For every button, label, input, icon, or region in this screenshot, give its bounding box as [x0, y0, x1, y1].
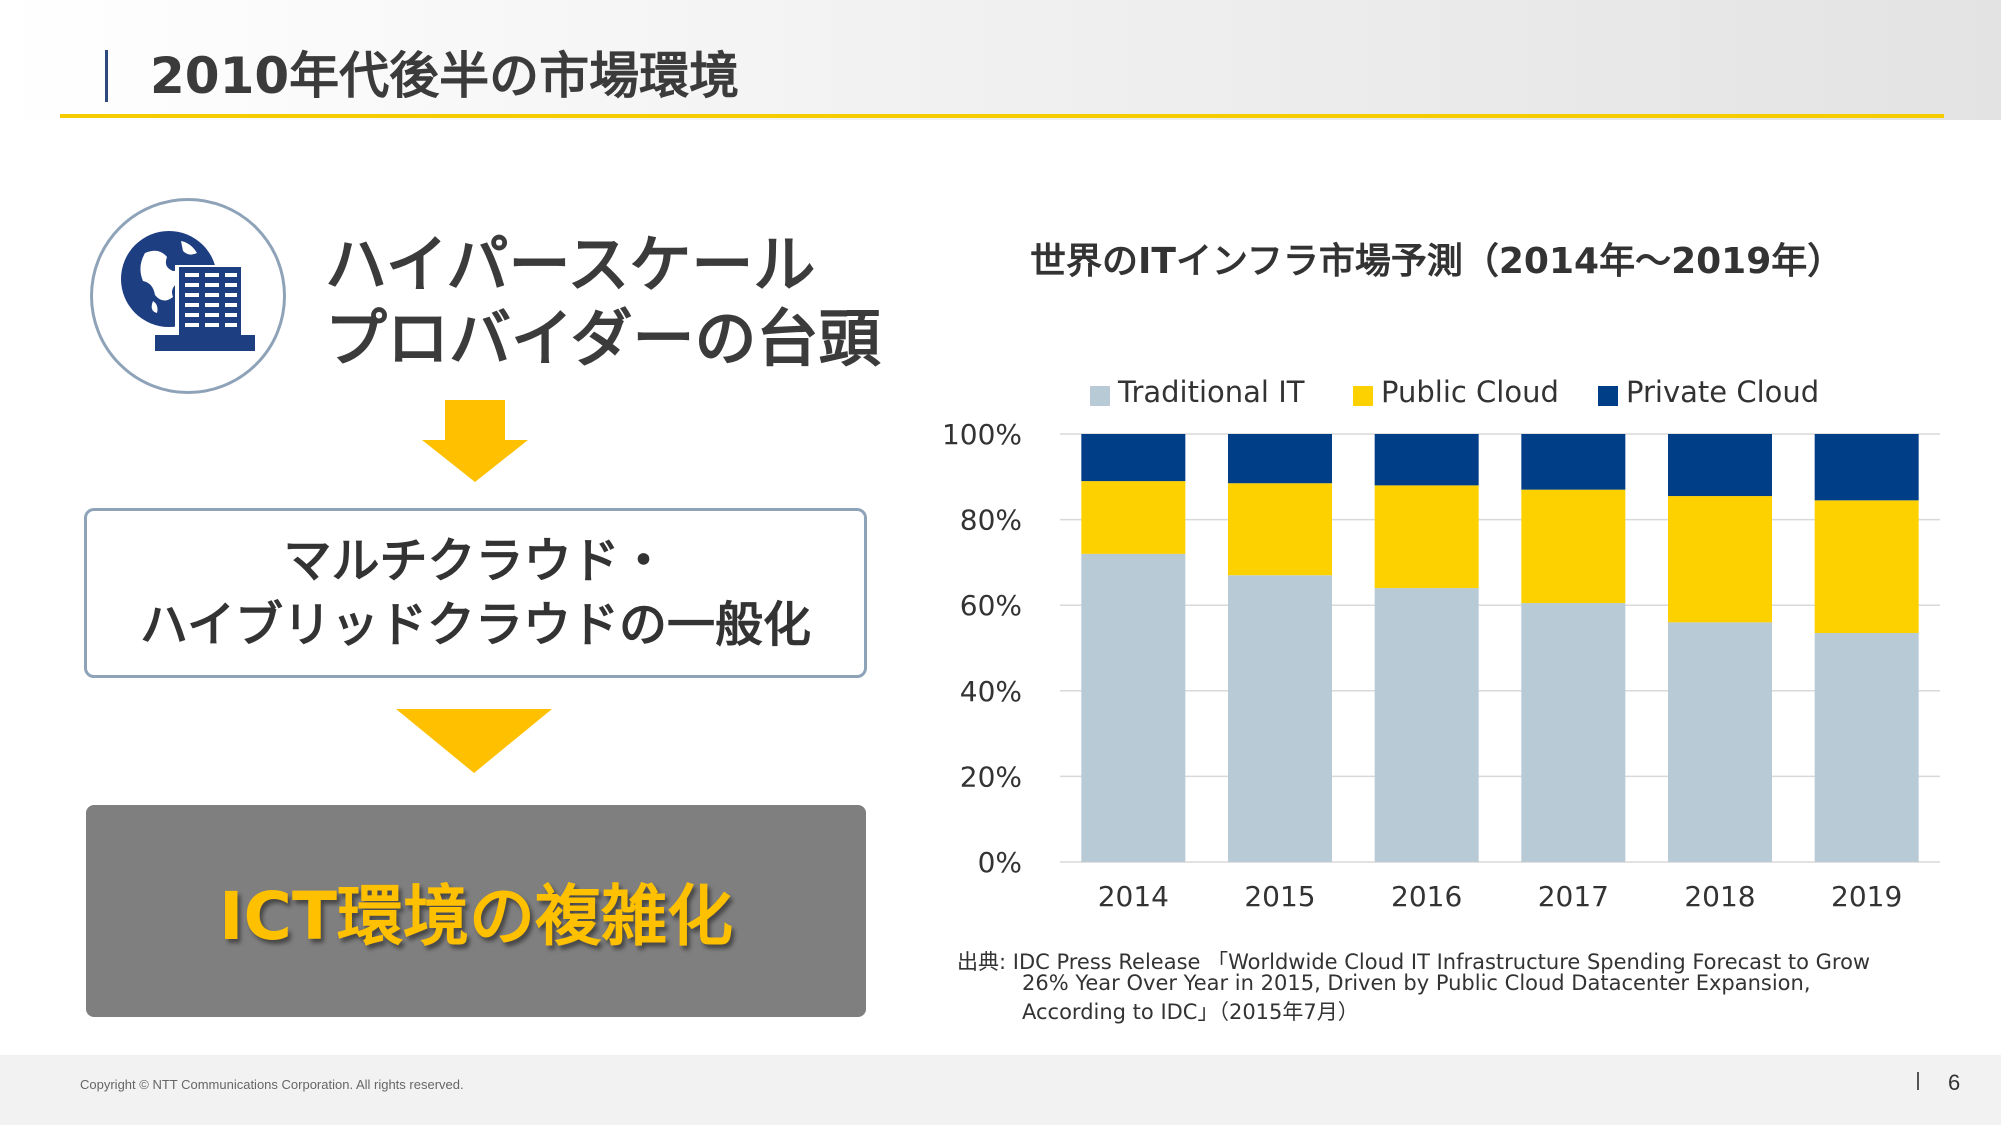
- source-line-2: 26% Year Over Year in 2015, Driven by Pu…: [1022, 971, 1811, 995]
- footer-band: [0, 1055, 2001, 1125]
- source-line-3: According to IDC」（2015年7月）: [1022, 1000, 1359, 1024]
- page-title: 2010年代後半の市場環境: [150, 47, 740, 105]
- page-number: 6: [1948, 1070, 1961, 1095]
- y-tick-label: 80%: [960, 504, 1022, 537]
- bar-segment-public-cloud: [1228, 483, 1332, 576]
- ict-complexity-box: ICT環境の複雑化: [86, 805, 866, 1017]
- y-tick-label: 100%: [942, 418, 1022, 451]
- copyright: Copyright © NTT Communications Corporati…: [80, 1077, 464, 1092]
- bar-segment-public-cloud: [1374, 485, 1479, 589]
- bar-segment-traditional-it: [1081, 553, 1186, 862]
- y-tick-label: 0%: [978, 846, 1022, 879]
- x-tick-label: 2015: [1244, 880, 1315, 913]
- down-arrow-icon: [422, 400, 528, 482]
- hyperscale-line-1: ハイパースケール: [325, 228, 816, 301]
- bar-segment-traditional-it: [1374, 588, 1479, 862]
- title-underline: [60, 114, 1944, 118]
- legend-swatch: [1090, 386, 1110, 406]
- multicloud-line-1: マルチクラウド・: [283, 533, 668, 589]
- multicloud-line-2: ハイブリッドクラウドの一般化: [139, 597, 812, 653]
- y-tick-label: 20%: [960, 760, 1022, 793]
- bar-segment-traditional-it: [1228, 575, 1332, 862]
- bar-segment-private-cloud: [1668, 434, 1772, 497]
- bar-segment-public-cloud: [1521, 489, 1626, 604]
- hyperscale-icon-circle: [90, 198, 286, 394]
- header-band: [0, 0, 2001, 120]
- y-tick-label: 60%: [960, 589, 1022, 622]
- bar-segment-private-cloud: [1814, 434, 1919, 501]
- hyperscale-heading: ハイパースケール プロバイダーの台頭: [325, 228, 881, 376]
- x-tick-label: 2018: [1684, 880, 1755, 913]
- bar-segment-traditional-it: [1814, 633, 1919, 862]
- legend-swatch: [1353, 386, 1373, 406]
- page-separator: [1917, 1072, 1919, 1090]
- globe-building-icon: [121, 231, 255, 351]
- legend-label: Private Cloud: [1626, 375, 1819, 409]
- x-tick-label: 2014: [1098, 880, 1169, 913]
- bar-segment-public-cloud: [1814, 500, 1919, 634]
- bar-segment-traditional-it: [1521, 603, 1626, 862]
- stacked-bar-chart: 0% 20% 40% 60% 80% 100% 2014 2015 2016 2017 2018 20…: [942, 375, 1940, 913]
- bar-segment-private-cloud: [1521, 434, 1626, 490]
- source-line-1: 出典: IDC Press Release 「Worldwide Cloud I…: [957, 950, 1871, 974]
- chart-title: 世界のITインフラ市場予測（2014年～2019年）: [1030, 241, 1844, 282]
- bar-segment-traditional-it: [1668, 622, 1772, 862]
- title-accent-bar: [105, 50, 108, 102]
- bar-segment-public-cloud: [1668, 496, 1772, 623]
- bar-segment-public-cloud: [1081, 481, 1186, 554]
- bar-segment-private-cloud: [1374, 434, 1479, 486]
- y-tick-label: 40%: [960, 675, 1022, 708]
- bar-segment-private-cloud: [1228, 434, 1332, 484]
- multicloud-box: マルチクラウド・ ハイブリッドクラウドの一般化: [84, 508, 867, 678]
- x-tick-label: 2016: [1391, 880, 1462, 913]
- legend-label: Traditional IT: [1117, 375, 1305, 409]
- x-tick-label: 2017: [1538, 880, 1609, 913]
- legend-label: Public Cloud: [1381, 375, 1559, 409]
- x-tick-label: 2019: [1831, 880, 1902, 913]
- bar-segment-private-cloud: [1081, 434, 1186, 482]
- hyperscale-line-2: プロバイダーの台頭: [325, 302, 881, 375]
- ict-complexity-text: ICT環境の複雑化: [218, 878, 733, 955]
- down-triangle-icon: [396, 709, 552, 773]
- legend-swatch: [1598, 386, 1618, 406]
